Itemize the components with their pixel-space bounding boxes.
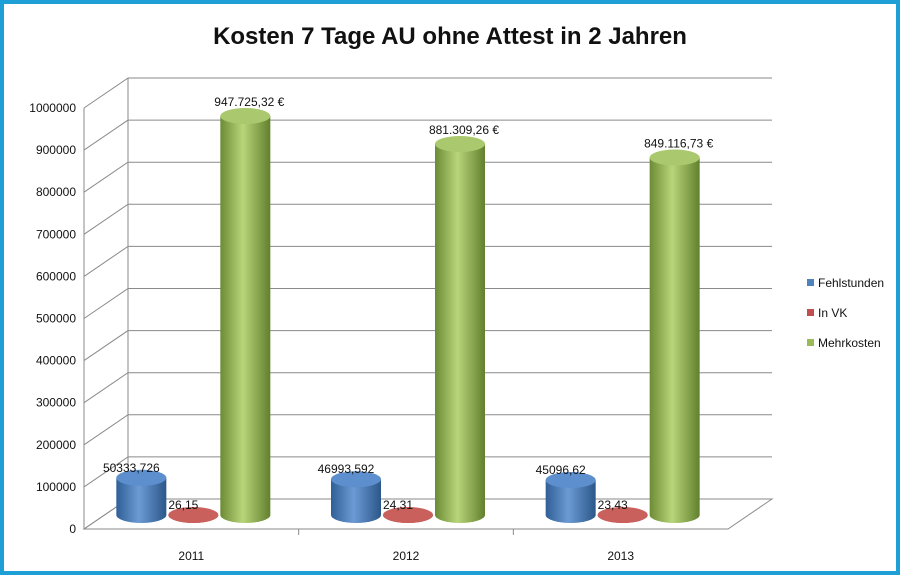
bar-body [545, 480, 596, 523]
legend-swatch [807, 309, 814, 316]
data-label: 26,15 [168, 498, 198, 512]
gridline-diagonal [83, 245, 129, 277]
bar-top [116, 469, 167, 486]
data-label: 947.725,32 € [214, 95, 284, 109]
y-axis: 0 100000 200000 300000 400000 500000 600000 700… [29, 101, 85, 536]
x-axis: 2011 2012 2013 [84, 528, 728, 563]
x-tick-label: 2013 [607, 549, 634, 563]
bar-top [383, 506, 433, 523]
data-label: 23,43 [598, 498, 628, 512]
bar-in-vk [597, 506, 648, 523]
bar-top [435, 135, 485, 152]
gridline-diagonal [83, 161, 129, 193]
gridline-diagonal [83, 203, 129, 235]
bar-body [649, 157, 700, 523]
data-labels: 50333,726 46993,592 45096,62 26,15 24,31 23,4… [103, 95, 714, 512]
legend: Fehlstunden In VK Mehrkosten [807, 276, 884, 350]
y-tick-label: 500000 [36, 312, 76, 326]
gridline-diagonal [83, 414, 129, 446]
data-label: 46993,592 [318, 462, 375, 476]
x-tick-label: 2012 [393, 549, 420, 563]
chart-title: Kosten 7 Tage AU ohne Attest in 2 Jahren [213, 23, 687, 50]
chart-svg: Kosten 7 Tage AU ohne Attest in 2 Jahren… [29, 23, 884, 563]
data-label: 45096,62 [536, 463, 586, 477]
y-tick-label: 600000 [36, 269, 76, 283]
bar-body [435, 143, 485, 523]
data-label: 24,31 [383, 498, 413, 512]
bar-fehlstunden [545, 472, 596, 523]
data-label: 881.309,26 € [429, 123, 499, 137]
bar-top [597, 506, 648, 523]
y-tick-label: 400000 [36, 354, 76, 368]
y-tick-label: 200000 [36, 438, 76, 452]
bar-mehrkosten [649, 149, 700, 523]
bar-top [331, 471, 381, 488]
gridline-diagonal [83, 288, 129, 319]
y-tick-label: 700000 [36, 227, 76, 241]
x-tick-label: 2011 [178, 549, 204, 563]
gridline-diagonal [83, 330, 129, 362]
bar-top [545, 472, 596, 489]
y-tick-label: 900000 [36, 143, 76, 157]
legend-swatch [807, 279, 814, 286]
gridline-diagonal [83, 77, 129, 109]
y-tick-label: 800000 [36, 185, 76, 199]
bar-fehlstunden [116, 469, 167, 523]
data-label: 849.116,73 € [644, 137, 714, 151]
bar-top [220, 108, 271, 125]
bar-top [649, 149, 700, 166]
data-label: 50333,726 [103, 461, 160, 475]
bars [116, 108, 700, 524]
gridline-diagonal [83, 119, 129, 151]
legend-label: Mehrkosten [818, 336, 881, 350]
y-tick-label: 0 [69, 522, 76, 536]
legend-label: In VK [818, 306, 847, 320]
bar-fehlstunden [331, 471, 381, 523]
bar-mehrkosten [220, 108, 271, 524]
gridline-diagonal [83, 456, 129, 488]
bar-body [331, 479, 381, 523]
bar-in-vk [168, 506, 219, 523]
bar-body [116, 477, 167, 523]
y-tick-label: 100000 [36, 480, 76, 494]
legend-swatch [807, 339, 814, 346]
y-tick-label: 300000 [36, 396, 76, 410]
bar-in-vk [383, 506, 433, 523]
bar-mehrkosten [435, 135, 485, 523]
bar-body [220, 116, 271, 524]
gridline-diagonal [83, 372, 129, 404]
legend-label: Fehlstunden [818, 276, 884, 290]
y-tick-label: 1000000 [29, 101, 76, 115]
bar-top [168, 506, 219, 523]
